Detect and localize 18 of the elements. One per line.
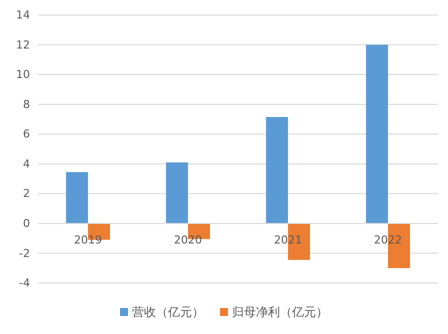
bar <box>266 116 288 224</box>
x-tick-label: 2020 <box>174 233 202 246</box>
legend-label: 归母净利（亿元） <box>232 305 328 319</box>
bar <box>66 172 88 224</box>
bar <box>366 44 388 224</box>
y-tick-label: 14 <box>16 8 30 22</box>
y-tick-label: 10 <box>16 68 30 82</box>
y-tick-label: -2 <box>19 246 30 260</box>
y-tick-label: 12 <box>16 38 30 52</box>
y-tick-label: 4 <box>23 157 30 170</box>
legend-label: 营收（亿元） <box>132 305 204 319</box>
y-tick-label: 6 <box>23 128 30 141</box>
y-tick-label: 8 <box>23 98 30 111</box>
bar <box>166 162 188 224</box>
y-tick-label: 0 <box>23 216 30 230</box>
y-tick-label: 2 <box>23 187 30 200</box>
y-tick-label: -4 <box>19 276 30 290</box>
x-tick-label: 2019 <box>74 233 102 246</box>
